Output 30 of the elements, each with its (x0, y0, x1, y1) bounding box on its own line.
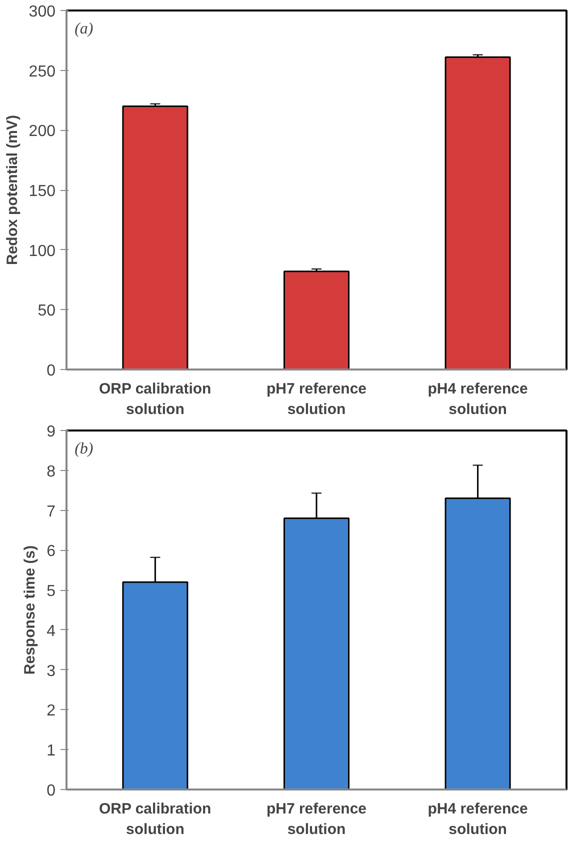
x-tick-label: pH7 reference solution (266, 380, 367, 418)
y-axis-title: Response time (s) (22, 545, 39, 675)
bar (444, 56, 511, 370)
y-tick-label: 250 (28, 63, 56, 80)
y-tick-label: 50 (38, 302, 56, 320)
x-tick-label: pH4 reference solution (428, 800, 528, 838)
y-tick-label: 8 (46, 463, 56, 480)
annotation: (b) (74, 440, 94, 458)
y-tick-label: 6 (46, 543, 56, 560)
y-tick-label: 7 (46, 503, 56, 520)
y-tick-label: 0 (46, 362, 56, 380)
y-tick-label: 5 (46, 583, 56, 600)
y-tick-label: 3 (46, 662, 56, 680)
y-tick-label: 2 (46, 702, 56, 720)
bar (122, 105, 188, 370)
y-tick-label: 9 (46, 424, 56, 440)
x-tick-label: pH7 reference solution (266, 800, 367, 838)
x-tick-label: ORP calibration solution (98, 380, 212, 418)
annotation: (a) (74, 20, 94, 38)
y-tick-label: 0 (46, 782, 56, 800)
y-tick-label: 200 (28, 123, 56, 140)
y-tick-label: 300 (28, 4, 56, 20)
x-tick-label: pH4 reference solution (428, 380, 528, 418)
y-axis-title: Redox potential (mV) (4, 114, 21, 266)
y-tick-label: 1 (46, 742, 56, 760)
y-tick-label: 4 (46, 622, 56, 640)
bar (283, 270, 350, 370)
y-tick-label: 150 (28, 183, 56, 200)
x-tick-label: ORP calibration solution (98, 800, 212, 838)
y-tick-label: 100 (28, 242, 56, 260)
